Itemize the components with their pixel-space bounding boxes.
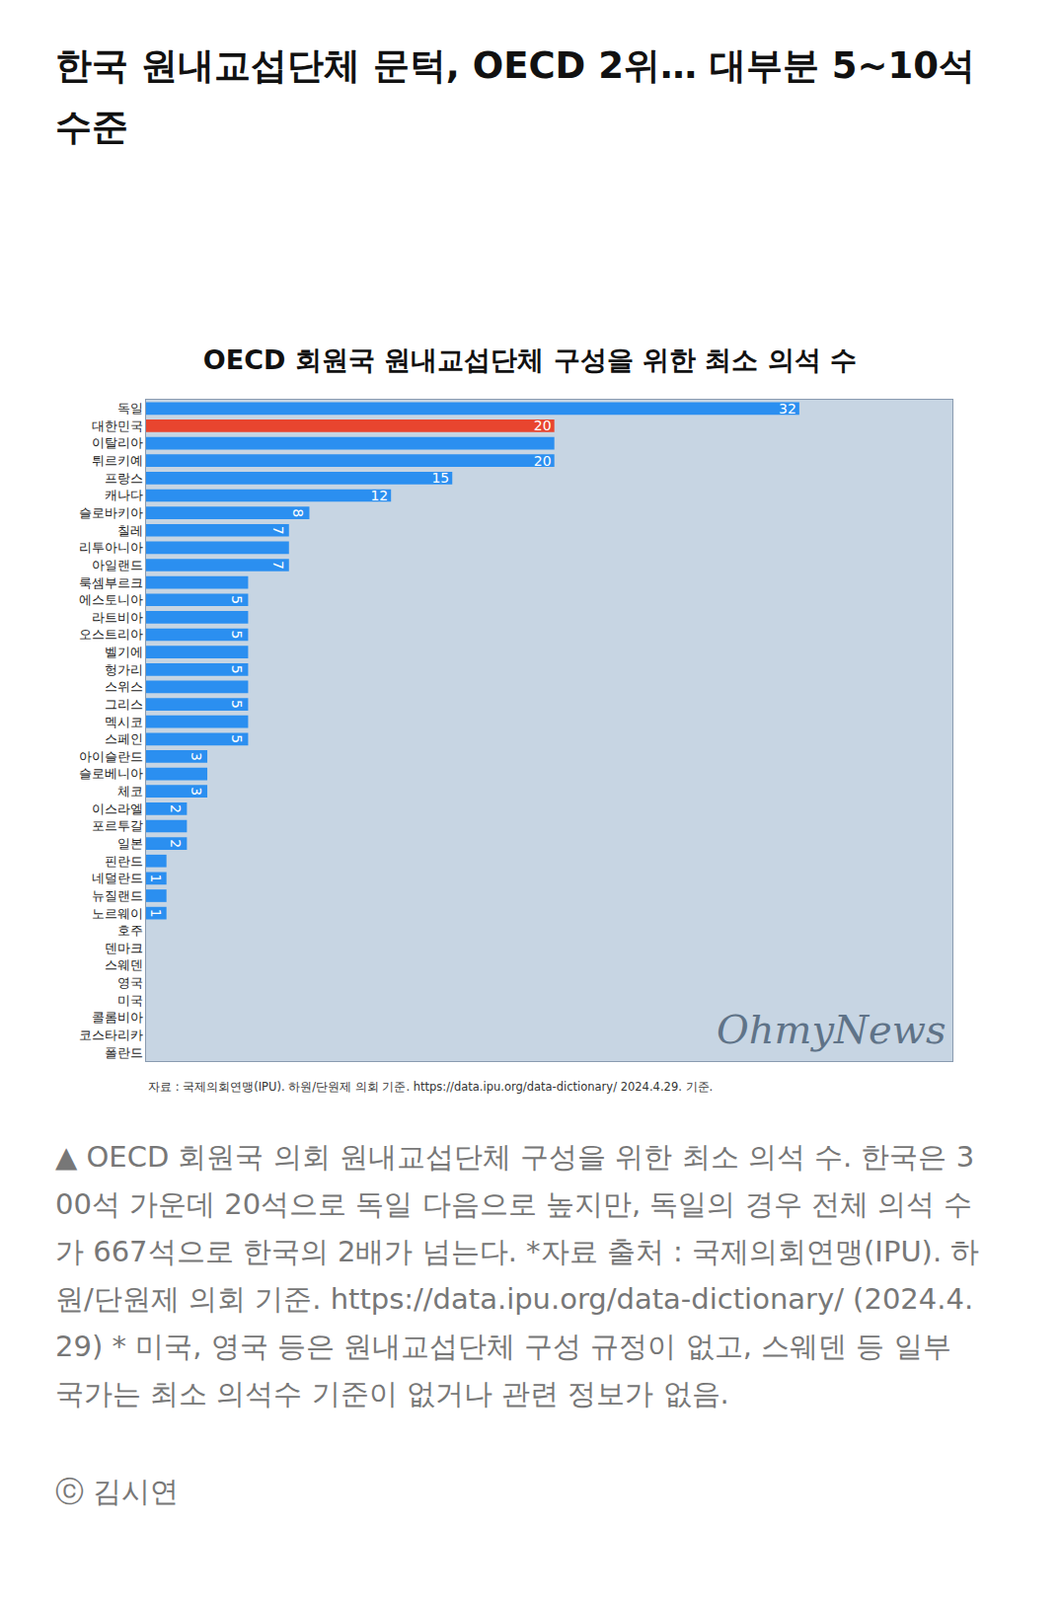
svg-text:5: 5 bbox=[228, 665, 245, 675]
html-text:ⓒ 김시연: ⓒ 김시연 bbox=[55, 1474, 179, 1509]
svg-text:폴란드: 폴란드 bbox=[104, 1045, 144, 1060]
svg-text:뉴질랜드: 뉴질랜드 bbox=[91, 888, 144, 904]
svg-text:12: 12 bbox=[370, 487, 388, 504]
svg-text:5: 5 bbox=[228, 699, 245, 709]
svg-text:그리스: 그리스 bbox=[104, 696, 144, 712]
svg-text:20: 20 bbox=[533, 453, 552, 469]
svg-text:포르투갈: 포르투갈 bbox=[91, 818, 144, 833]
svg-text:OECD 회원국 원내교섭단체 구성을 위한 최소 의석 수: OECD 회원국 원내교섭단체 구성을 위한 최소 의석 수 bbox=[203, 344, 857, 376]
svg-text:코스타리카: 코스타리카 bbox=[78, 1027, 144, 1043]
svg-text:튀르키예: 튀르키예 bbox=[91, 453, 144, 468]
svg-text:미국: 미국 bbox=[117, 992, 144, 1008]
svg-text:캐나다: 캐나다 bbox=[104, 487, 144, 503]
svg-text:프랑스: 프랑스 bbox=[104, 470, 144, 486]
svg-text:스위스: 스위스 bbox=[104, 679, 144, 694]
svg-text:리투아니아: 리투아니아 bbox=[78, 539, 144, 555]
svg-text:3: 3 bbox=[188, 752, 205, 761]
svg-text:5: 5 bbox=[228, 734, 245, 744]
svg-text:오스트리아: 오스트리아 bbox=[78, 626, 144, 642]
html-text:한국 원내교섭단체 문턱, OECD 2위… 대부분 5~1: 한국 원내교섭단체 문턱, OECD 2위… 대부분 5~10석 수준 bbox=[55, 44, 976, 149]
svg-text:영국: 영국 bbox=[117, 975, 144, 990]
svg-text:자료 : 국제의회연맹(IPU). 하원/단원제 의회 기준: 자료 : 국제의회연맹(IPU). 하원/단원제 의회 기준. https://… bbox=[148, 1079, 713, 1094]
svg-text:스웨덴: 스웨덴 bbox=[104, 957, 144, 973]
svg-text:일본: 일본 bbox=[117, 835, 144, 851]
svg-text:대한민국: 대한민국 bbox=[91, 418, 144, 434]
svg-text:슬로베니아: 슬로베니아 bbox=[78, 765, 144, 781]
svg-text:핀란드: 핀란드 bbox=[104, 853, 144, 869]
svg-text:5: 5 bbox=[228, 595, 245, 605]
svg-text:이스라엘: 이스라엘 bbox=[91, 801, 144, 817]
svg-text:2: 2 bbox=[167, 804, 184, 814]
svg-text:OhmyNews: OhmyNews bbox=[716, 1006, 947, 1053]
svg-text:네덜란드: 네덜란드 bbox=[91, 870, 144, 886]
svg-text:에스토니아: 에스토니아 bbox=[78, 592, 144, 607]
svg-text:1: 1 bbox=[148, 908, 164, 918]
svg-text:슬로바키아: 슬로바키아 bbox=[78, 505, 144, 521]
svg-text:7: 7 bbox=[270, 526, 287, 535]
svg-text:호주: 호주 bbox=[117, 922, 144, 938]
svg-text:덴마크: 덴마크 bbox=[104, 940, 144, 956]
svg-text:32: 32 bbox=[778, 400, 797, 417]
svg-text:라트비아: 라트비아 bbox=[91, 609, 144, 625]
svg-text:벨기에: 벨기에 bbox=[104, 644, 144, 660]
svg-text:1: 1 bbox=[148, 873, 164, 883]
svg-text:룩셈부르크: 룩셈부르크 bbox=[78, 575, 144, 591]
svg-text:독일: 독일 bbox=[117, 400, 144, 416]
svg-text:멕시코: 멕시코 bbox=[104, 714, 144, 730]
svg-text:아이슬란드: 아이슬란드 bbox=[78, 749, 144, 764]
svg-text:아일랜드: 아일랜드 bbox=[91, 557, 144, 573]
svg-text:이탈리아: 이탈리아 bbox=[91, 435, 144, 451]
html-text:▲ OECD 회원국 의회 원내교섭단체 구성을 위한 최소: ▲ OECD 회원국 의회 원내교섭단체 구성을 위한 최소 의석 수. 한국은… bbox=[55, 1139, 980, 1411]
svg-text:콜롬비아: 콜롬비아 bbox=[91, 1009, 144, 1025]
svg-text:7: 7 bbox=[270, 560, 287, 570]
svg-text:스페인: 스페인 bbox=[104, 731, 144, 747]
svg-text:15: 15 bbox=[431, 469, 450, 486]
svg-text:체코: 체코 bbox=[117, 783, 144, 799]
svg-text:노르웨이: 노르웨이 bbox=[91, 906, 144, 921]
svg-text:2: 2 bbox=[167, 838, 184, 848]
svg-text:칠레: 칠레 bbox=[117, 523, 144, 538]
svg-text:5: 5 bbox=[228, 630, 245, 640]
svg-text:3: 3 bbox=[188, 786, 205, 796]
svg-text:헝가리: 헝가리 bbox=[104, 662, 144, 678]
svg-text:20: 20 bbox=[533, 417, 552, 434]
svg-text:8: 8 bbox=[290, 508, 306, 518]
